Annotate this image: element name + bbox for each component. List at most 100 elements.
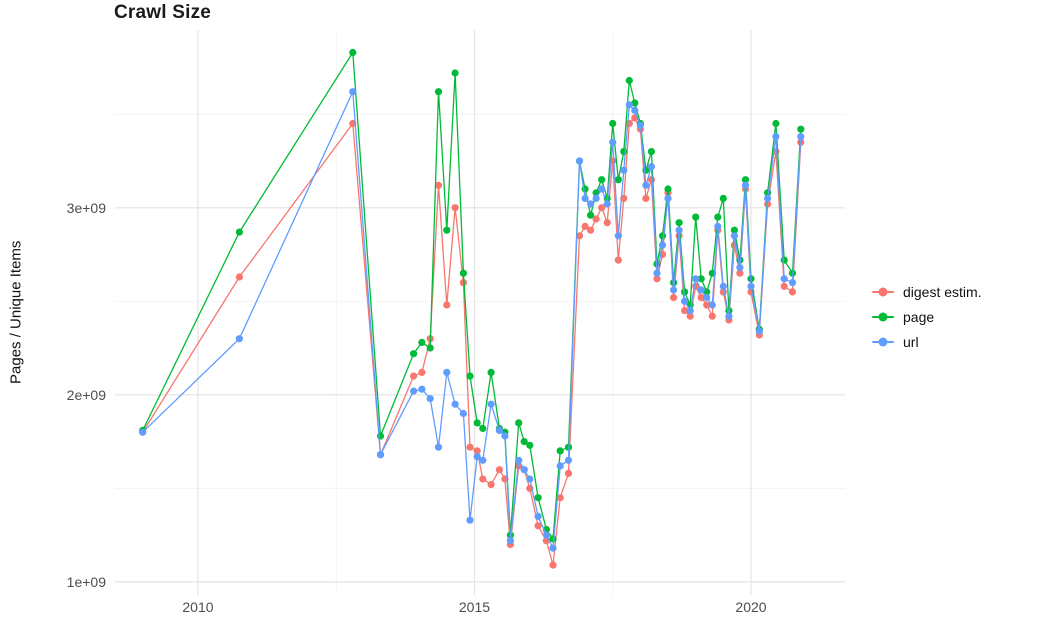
data-point — [473, 453, 481, 461]
data-point — [747, 282, 755, 290]
data-point — [788, 279, 797, 287]
legend-item-url: url — [872, 333, 982, 351]
data-point — [495, 426, 503, 434]
data-point — [410, 372, 418, 380]
data-point — [575, 157, 584, 165]
legend-key-digest-estim-icon — [872, 284, 894, 300]
data-point — [764, 189, 772, 197]
data-point — [697, 275, 705, 283]
data-point — [556, 494, 564, 502]
data-point — [534, 494, 542, 502]
data-point — [598, 204, 606, 212]
data-point — [780, 256, 788, 264]
series-line-page — [142, 50, 802, 541]
data-point — [587, 200, 595, 208]
data-point — [598, 176, 606, 184]
data-point — [426, 395, 434, 403]
data-point — [592, 215, 600, 223]
data-point — [780, 282, 788, 290]
legend-key-url-icon — [872, 334, 894, 350]
data-point — [443, 301, 451, 309]
data-point — [697, 293, 705, 302]
data-point — [598, 185, 606, 193]
data-point — [526, 475, 534, 483]
data-point — [549, 561, 557, 569]
data-point — [376, 451, 385, 459]
data-point — [349, 88, 357, 96]
data-point — [139, 428, 147, 436]
data-point — [772, 133, 780, 141]
y-tick-3e09: 3e+09 — [66, 199, 106, 216]
data-point — [730, 232, 739, 240]
data-point — [506, 537, 514, 545]
data-point — [451, 204, 459, 212]
y-axis-label: Pages / Unique Items — [7, 240, 25, 385]
data-point — [653, 269, 661, 277]
data-point — [376, 432, 385, 440]
data-point — [631, 106, 639, 114]
data-point — [609, 138, 617, 146]
data-point — [686, 307, 694, 315]
data-point — [603, 219, 611, 227]
data-point — [614, 176, 622, 184]
legend-label-digest-estim: digest estim. — [903, 284, 982, 300]
x-tick-2010: 2010 — [182, 599, 214, 615]
data-point — [466, 372, 474, 380]
data-point — [764, 194, 772, 202]
data-point — [418, 338, 426, 346]
data-point — [564, 456, 573, 464]
data-point — [515, 456, 523, 464]
data-point — [614, 256, 622, 264]
data-point — [479, 456, 487, 464]
legend-dot-icon — [878, 312, 888, 322]
data-point — [642, 181, 650, 189]
plot-area — [115, 30, 845, 595]
data-point — [556, 462, 564, 470]
data-point — [658, 241, 667, 249]
data-point — [451, 400, 459, 408]
data-point — [664, 185, 672, 193]
data-point — [349, 48, 357, 57]
data-point — [479, 475, 487, 483]
data-point — [703, 288, 711, 296]
data-point — [501, 432, 509, 440]
data-point — [443, 368, 451, 376]
data-point — [788, 288, 797, 296]
data-point — [235, 273, 243, 281]
data-point — [520, 438, 528, 446]
legend-dot-icon — [878, 287, 888, 297]
data-point — [714, 222, 722, 230]
data-point — [625, 76, 633, 85]
legend-label-url: url — [903, 334, 919, 350]
data-point — [434, 88, 443, 96]
data-point — [675, 226, 683, 234]
data-point — [581, 222, 589, 230]
data-point — [434, 443, 443, 451]
data-point — [681, 297, 689, 305]
data-point — [549, 544, 557, 552]
data-point — [631, 99, 639, 107]
legend-item-page: page — [872, 308, 982, 326]
data-point — [692, 213, 700, 221]
data-point — [587, 211, 595, 219]
data-point — [473, 419, 481, 427]
data-point — [620, 166, 628, 174]
data-point — [603, 200, 611, 208]
data-point — [549, 535, 557, 543]
data-point — [487, 400, 495, 408]
chart-title: Crawl Size — [114, 2, 212, 23]
data-point — [708, 312, 716, 320]
data-point — [434, 181, 443, 189]
data-point — [418, 368, 426, 376]
legend-label-page: page — [903, 309, 935, 325]
data-point — [714, 213, 722, 221]
y-tick-2e09: 2e+09 — [66, 386, 106, 403]
data-point — [515, 419, 523, 427]
data-point — [708, 301, 716, 309]
data-point — [642, 194, 650, 202]
data-point — [466, 516, 474, 524]
data-point — [620, 148, 628, 156]
data-point — [719, 282, 727, 290]
data-point — [581, 185, 589, 193]
